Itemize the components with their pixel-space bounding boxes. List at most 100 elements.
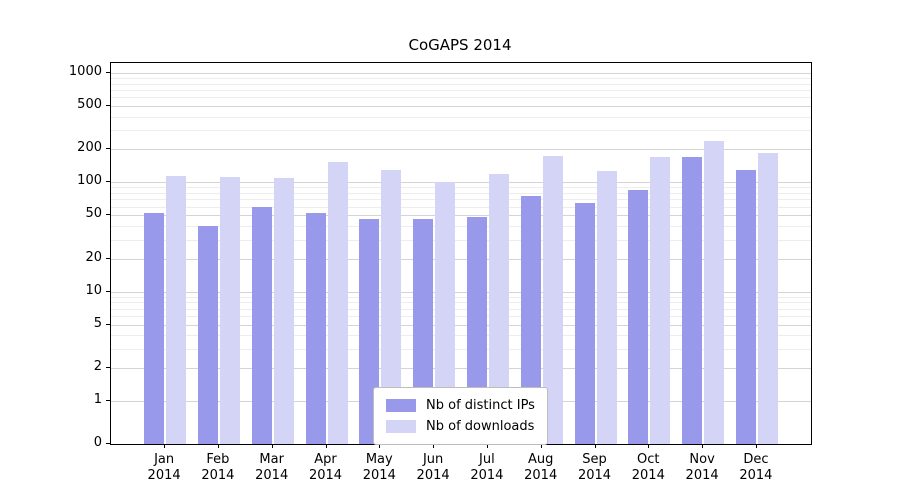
minor-gridline: [111, 199, 811, 201]
y-axis-tick-mark: [106, 367, 110, 369]
y-axis-tick-mark: [106, 104, 110, 106]
y-axis-tick-mark: [106, 72, 110, 73]
minor-gridline: [111, 116, 811, 118]
x-axis-tick-mark: [325, 444, 327, 448]
y-axis-tick-mark: [106, 181, 110, 183]
x-axis-tick-mark: [164, 444, 166, 448]
x-axis-tick-mark: [486, 444, 488, 448]
legend-swatch-distinct-ips: [386, 399, 416, 412]
major-gridline: [111, 291, 811, 293]
minor-gridline: [111, 335, 811, 337]
major-gridline: [111, 182, 811, 184]
x-axis-tick-label: Oct 2014: [631, 452, 665, 483]
minor-gridline: [111, 78, 811, 79]
bar-distinct-ips: [628, 190, 649, 444]
bar-distinct-ips: [251, 206, 272, 444]
y-axis-tick-label: 500: [77, 96, 102, 112]
y-axis-tick-mark: [106, 443, 110, 444]
bar-distinct-ips: [305, 212, 326, 444]
major-gridline: [111, 215, 811, 217]
minor-gridline: [111, 302, 811, 304]
minor-gridline: [111, 296, 811, 298]
minor-gridline: [111, 187, 811, 189]
bar-distinct-ips: [144, 213, 165, 444]
x-axis-tick-label: May 2014: [362, 452, 396, 483]
bar-downloads: [596, 170, 617, 444]
x-axis-tick-mark: [217, 444, 219, 448]
x-axis-tick-label: Dec 2014: [739, 452, 773, 483]
bar-downloads: [219, 177, 240, 444]
x-axis-tick-mark: [433, 444, 435, 448]
chart-title: CoGAPS 2014: [408, 36, 512, 54]
x-axis-tick-label: Apr 2014: [308, 452, 343, 483]
bar-downloads: [381, 169, 402, 444]
y-axis-tick-label: 50: [85, 206, 102, 222]
minor-gridline: [111, 225, 811, 227]
minor-gridline: [111, 130, 811, 132]
minor-gridline: [111, 83, 811, 85]
y-axis-tick-label: 0: [93, 435, 102, 450]
x-axis-tick-mark: [379, 444, 381, 448]
x-axis-tick-label: Aug 2014: [524, 452, 558, 483]
y-axis-tick-label: 1: [93, 392, 102, 407]
bar-distinct-ips: [197, 225, 218, 444]
legend-entry-distinct-ips: Nb of distinct IPs: [386, 395, 535, 416]
major-gridline: [111, 258, 811, 260]
y-axis-tick-mark: [106, 214, 110, 216]
legend-entry-downloads: Nb of downloads: [386, 416, 535, 437]
x-axis-tick-label: Jun 2014: [416, 452, 450, 483]
bar-downloads: [488, 173, 509, 444]
bar-downloads: [704, 140, 725, 444]
x-axis-tick-label: Feb 2014: [201, 452, 235, 483]
y-axis-tick-label: 10: [85, 282, 102, 298]
y-axis-tick-mark: [106, 257, 110, 259]
bar-downloads: [327, 161, 348, 444]
legend: Nb of distinct IPs Nb of downloads: [373, 387, 548, 445]
major-gridline: [111, 73, 811, 74]
minor-gridline: [111, 315, 811, 317]
bar-downloads: [542, 155, 563, 444]
major-gridline: [111, 149, 811, 151]
bar-downloads: [650, 157, 671, 444]
x-axis-tick-label: Nov 2014: [685, 452, 719, 483]
y-axis-tick-label: 200: [77, 140, 102, 156]
bar-distinct-ips: [682, 157, 703, 444]
bar-distinct-ips: [574, 202, 595, 444]
y-axis-tick-label: 1000: [68, 64, 102, 79]
legend-label-distinct-ips: Nb of distinct IPs: [426, 398, 535, 413]
y-axis-tick-label: 20: [85, 249, 102, 265]
minor-gridline: [111, 206, 811, 208]
minor-gridline: [111, 89, 811, 91]
plot-area: Nb of distinct IPs Nb of downloads: [110, 62, 812, 445]
x-axis-tick-mark: [648, 444, 650, 448]
bar-downloads: [435, 182, 456, 444]
y-axis-tick-label: 2: [93, 359, 102, 375]
y-axis-tick-label: 5: [93, 315, 102, 331]
bar-downloads: [273, 177, 294, 444]
major-gridline: [111, 105, 811, 107]
y-axis-tick-mark: [106, 323, 110, 325]
major-gridline: [111, 324, 811, 326]
x-axis-tick-mark: [755, 444, 757, 448]
y-axis-tick-mark: [106, 148, 110, 150]
x-axis-tick-mark: [702, 444, 704, 448]
legend-label-downloads: Nb of downloads: [426, 419, 535, 434]
x-axis-tick-label: Sep 2014: [577, 452, 612, 483]
x-axis-tick-mark: [540, 444, 542, 448]
minor-gridline: [111, 348, 811, 350]
bar-downloads: [757, 153, 778, 444]
x-axis-tick-mark: [271, 444, 273, 448]
bar-distinct-ips: [520, 196, 541, 444]
bar-downloads: [166, 175, 187, 444]
minor-gridline: [111, 239, 811, 241]
minor-gridline: [111, 308, 811, 310]
x-axis-tick-label: Jul 2014: [470, 452, 504, 483]
y-axis-tick-mark: [106, 290, 110, 292]
x-axis-tick-label: Mar 2014: [255, 452, 289, 483]
y-axis-tick-label: 100: [77, 173, 102, 189]
minor-gridline: [111, 192, 811, 194]
y-axis-tick-mark: [106, 400, 110, 401]
minor-gridline: [111, 97, 811, 99]
x-axis-tick-label: Jan 2014: [147, 452, 181, 483]
